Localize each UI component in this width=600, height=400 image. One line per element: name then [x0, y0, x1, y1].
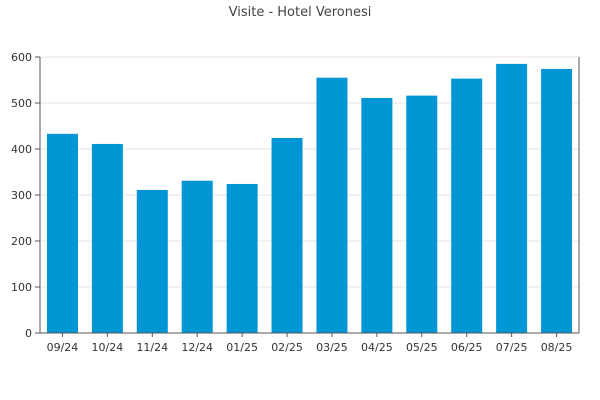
y-tick-label: 200 [11, 235, 32, 248]
x-tick-label: 05/25 [406, 341, 438, 354]
x-tick-label: 09/24 [47, 341, 79, 354]
x-tick-label: 04/25 [361, 341, 393, 354]
x-tick-label: 08/25 [541, 341, 573, 354]
bar-09-24 [46, 133, 78, 333]
x-tick-label: 02/25 [271, 341, 303, 354]
bars-layer [46, 63, 573, 334]
x-tick-label: 01/25 [226, 341, 258, 354]
bar-11-24 [136, 189, 168, 333]
bar-02-25 [271, 137, 303, 333]
axes-layer: 0 100 200 300 400 500 600 09/24 10/24 11/24 12/24 0… [11, 51, 580, 354]
bar-07-25 [496, 63, 528, 334]
x-tick-label: 03/25 [316, 341, 348, 354]
grid-layer [40, 56, 579, 288]
x-tick-label: 11/24 [136, 341, 168, 354]
y-tick-label: 400 [11, 143, 32, 156]
y-tick-label: 0 [25, 327, 32, 340]
y-tick-label: 500 [11, 97, 32, 110]
bar-06-25 [451, 78, 483, 334]
bar-01-25 [226, 183, 258, 333]
bar-05-25 [406, 95, 438, 333]
bar-04-25 [361, 97, 393, 333]
bar-10-24 [91, 143, 123, 333]
x-tick-label: 06/25 [451, 341, 483, 354]
x-tick-label: 10/24 [92, 341, 124, 354]
y-tick-label: 600 [11, 51, 32, 64]
x-tick-label: 12/24 [181, 341, 213, 354]
x-tick-label: 07/25 [496, 341, 528, 354]
bar-08-25 [541, 68, 573, 334]
chart-title: Visite - Hotel Veronesi [229, 5, 372, 20]
y-tick-label: 300 [11, 189, 32, 202]
bar-03-25 [316, 77, 348, 333]
bar-12-24 [181, 180, 213, 333]
y-tick-label: 100 [11, 281, 32, 294]
